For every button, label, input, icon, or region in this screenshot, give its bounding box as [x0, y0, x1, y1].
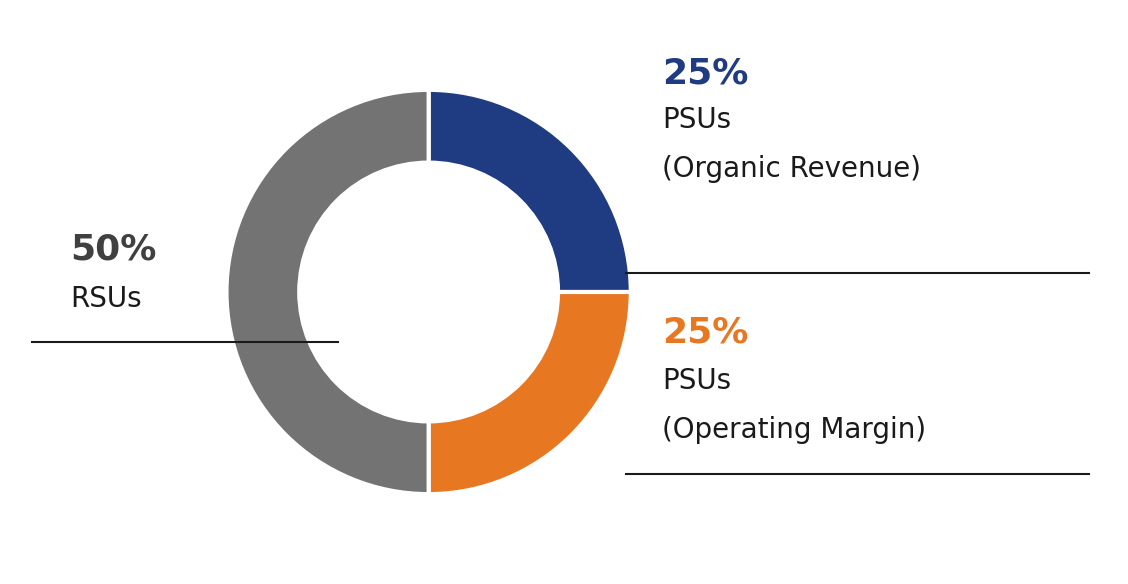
Text: 50%: 50% — [70, 232, 157, 266]
Wedge shape — [227, 90, 429, 494]
Text: PSUs: PSUs — [662, 106, 731, 134]
Text: (Operating Margin): (Operating Margin) — [662, 416, 926, 444]
Text: 25%: 25% — [662, 316, 749, 350]
Text: RSUs: RSUs — [70, 285, 141, 313]
Wedge shape — [429, 292, 631, 494]
Text: PSUs: PSUs — [662, 367, 731, 395]
Wedge shape — [429, 90, 631, 292]
Text: 25%: 25% — [662, 56, 749, 90]
Text: (Organic Revenue): (Organic Revenue) — [662, 155, 922, 183]
